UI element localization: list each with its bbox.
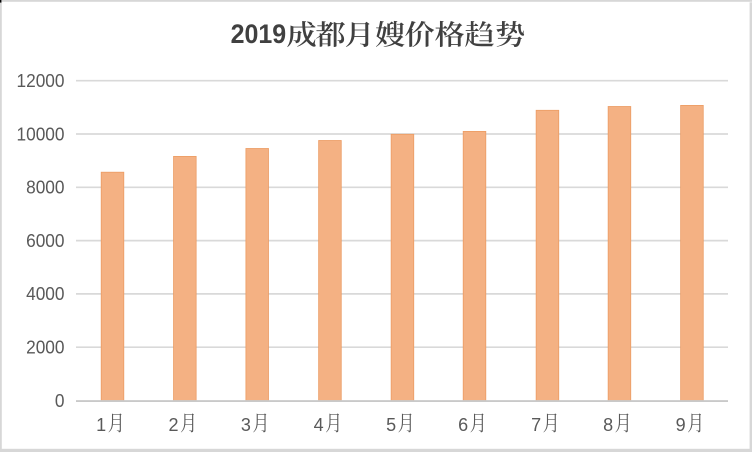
svg-text:2019: 2019 xyxy=(231,19,287,49)
svg-text:2: 2 xyxy=(168,415,178,435)
svg-text:9: 9 xyxy=(676,415,686,435)
svg-text:3: 3 xyxy=(241,415,251,435)
svg-text:0: 0 xyxy=(55,391,65,411)
svg-text:8000: 8000 xyxy=(26,178,64,198)
svg-text:2000: 2000 xyxy=(26,338,64,358)
svg-text:12000: 12000 xyxy=(17,71,65,91)
svg-text:8: 8 xyxy=(603,415,613,435)
svg-text:10000: 10000 xyxy=(17,124,65,144)
svg-text:4000: 4000 xyxy=(26,284,64,304)
svg-text:6: 6 xyxy=(458,415,468,435)
svg-text:6000: 6000 xyxy=(26,231,64,251)
svg-text:1: 1 xyxy=(96,415,106,435)
svg-text:4: 4 xyxy=(314,415,324,435)
svg-text:7: 7 xyxy=(531,415,541,435)
svg-text:5: 5 xyxy=(386,415,396,435)
